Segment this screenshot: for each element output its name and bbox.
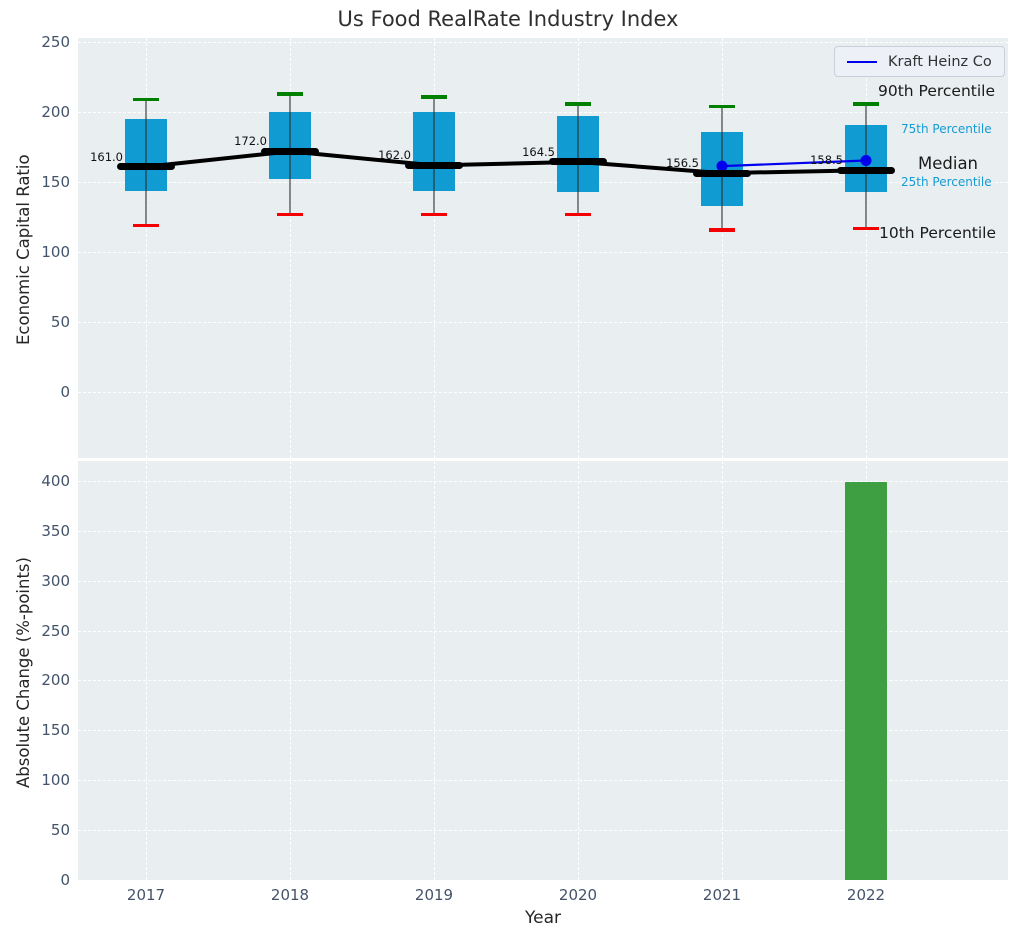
median-value-label: 162.0 [378, 148, 411, 163]
x-tick-label: 2018 [270, 886, 310, 904]
annotation-10th-percentile: 10th Percentile [879, 224, 997, 242]
gridline-horizontal [78, 730, 1008, 732]
annotation-25th-percentile: 25th Percentile [901, 175, 992, 189]
bottom-y-tick-label: 300 [41, 571, 70, 590]
gridline-vertical [866, 38, 867, 458]
x-tick-label: 2021 [702, 886, 742, 904]
gridline-horizontal [78, 830, 1008, 832]
whisker-cap-90th [853, 102, 879, 106]
annotation-75th-percentile: 75th Percentile [901, 122, 992, 136]
gridline-horizontal [78, 252, 1008, 254]
gridline-horizontal [78, 630, 1008, 632]
median-marker [117, 163, 175, 171]
chart-title: Us Food RealRate Industry Index [337, 7, 679, 31]
gridline-horizontal [78, 780, 1008, 782]
whisker-cap-10th [853, 226, 879, 231]
gridline-vertical [290, 38, 291, 458]
bottom-y-tick-label: 0 [60, 871, 70, 889]
x-tick-label: 2017 [126, 886, 166, 904]
legend-line-sample [847, 60, 877, 63]
gridline-horizontal [78, 392, 1008, 394]
gridline-horizontal [78, 182, 1008, 184]
gridline-vertical [290, 461, 291, 880]
median-marker [837, 166, 895, 174]
top-y-tick-label: 100 [41, 243, 70, 262]
annotation-median: Median [918, 154, 979, 173]
bottom-y-tick-label: 200 [41, 671, 70, 690]
bottom-y-tick-label: 150 [41, 721, 70, 740]
median-value-label: 161.0 [90, 149, 123, 164]
top-axes-lines [145, 149, 872, 176]
gridline-horizontal [78, 112, 1008, 114]
bottom-y-tick-label: 350 [41, 521, 70, 540]
change-bar [845, 481, 887, 880]
gridline-horizontal [78, 880, 1008, 881]
whisker-cap-10th [709, 228, 735, 232]
median-marker [693, 169, 751, 177]
whisker-cap-90th [565, 102, 591, 106]
median-marker [549, 158, 607, 166]
x-axis-label: Year [525, 908, 561, 928]
annotation-90th-percentile: 90th Percentile [878, 82, 996, 100]
whisker-cap-90th [421, 95, 447, 99]
gridline-horizontal [78, 580, 1008, 582]
whisker-cap-10th [277, 212, 303, 217]
gridline-vertical [578, 461, 579, 880]
median-value-label: 156.5 [666, 156, 699, 171]
whisker [433, 96, 435, 215]
gridline-vertical [722, 38, 723, 458]
whisker-cap-10th [421, 212, 447, 217]
top-y-tick-label: 200 [41, 103, 70, 122]
median-value-label: 172.0 [234, 134, 267, 149]
gridline-horizontal [78, 530, 1008, 532]
bottom-y-tick-label: 100 [41, 771, 70, 790]
median-marker [261, 147, 319, 155]
x-tick-label: 2022 [846, 886, 886, 904]
whisker-cap-90th [277, 92, 303, 96]
gridline-vertical [434, 461, 435, 880]
gridline-horizontal [78, 680, 1008, 682]
bottom-y-tick-label: 250 [41, 621, 70, 640]
top-y-tick-label: 150 [41, 173, 70, 192]
gridline-vertical [722, 461, 723, 880]
whisker [721, 106, 723, 230]
top-axes: 161.0 172.0 162.0 164.5 156.5 158.5 [78, 38, 1008, 458]
bottom-y-tick-label: 400 [41, 471, 70, 490]
legend: Kraft Heinz Co [834, 46, 1005, 77]
gridline-vertical [578, 38, 579, 458]
gridline-horizontal [78, 322, 1008, 324]
top-y-tick-label: 0 [60, 383, 70, 402]
gridline-vertical [146, 461, 147, 880]
whisker-cap-90th [709, 104, 735, 109]
median-value-label: 164.5 [522, 144, 555, 159]
median-value-label: 158.5 [810, 153, 843, 168]
gridline-vertical [434, 38, 435, 458]
gridline-horizontal [78, 42, 1008, 44]
whisker-cap-10th [133, 223, 159, 228]
whisker-cap-90th [133, 97, 159, 102]
median-marker [405, 161, 463, 169]
legend-label: Kraft Heinz Co [888, 53, 992, 70]
gridline-vertical [146, 38, 147, 458]
bottom-y-tick-label: 50 [50, 821, 70, 840]
top-y-tick-label: 50 [50, 313, 70, 332]
bottom-axes [78, 461, 1008, 881]
gridline-horizontal [78, 480, 1008, 482]
top-y-tick-label: 250 [41, 33, 70, 52]
x-tick-label: 2020 [558, 886, 598, 904]
x-tick-label: 2019 [414, 886, 454, 904]
whisker-cap-10th [565, 212, 591, 217]
